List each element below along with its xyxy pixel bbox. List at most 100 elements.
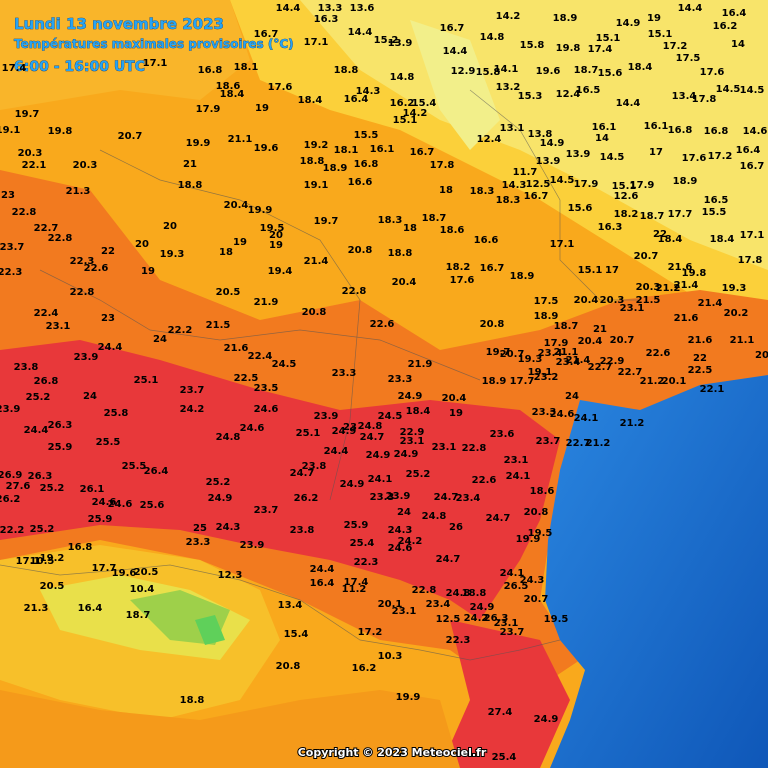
temperature-label: 10.4 — [130, 584, 155, 595]
temperature-label: 16.8 — [354, 159, 379, 170]
temperature-label: 17.4 — [344, 577, 369, 588]
temperature-label: 12.6 — [614, 191, 639, 202]
temperature-label: 16.7 — [480, 263, 505, 274]
temperature-label: 14.4 — [348, 27, 373, 38]
temperature-label: 23.1 — [46, 321, 71, 332]
temperature-label: 23.8 — [302, 461, 327, 472]
temperature-label: 16.3 — [598, 222, 623, 233]
temperature-label: 14.4 — [443, 46, 468, 57]
temperature-label: 22.6 — [472, 475, 497, 486]
temperature-label: 24.8 — [358, 421, 383, 432]
station-labels: 14.4 13.3 13.616.316.717.114.415.213.916.7… — [0, 3, 768, 763]
temperature-label: 14.1 — [494, 64, 519, 75]
temperature-label: 13.1 — [500, 123, 525, 134]
temperature-label: 20.1 — [378, 599, 403, 610]
temperature-label: 12.5 — [526, 179, 551, 190]
temperature-label: 12.9 — [451, 66, 476, 77]
temperature-label: 16.1 — [644, 121, 669, 132]
temperature-label: 24.9 — [398, 391, 423, 402]
temperature-label: 24.2 — [398, 536, 423, 547]
temperature-label: 24.6 — [240, 423, 265, 434]
temperature-label: 14.5 — [716, 84, 741, 95]
temperature-label: 24.1 — [500, 568, 525, 579]
temperature-label: 22.6 — [646, 348, 671, 359]
temperature-label: 16.2 — [713, 21, 738, 32]
temperature-label: 24 — [153, 334, 167, 345]
temperature-label: 16.8 — [68, 542, 93, 553]
temperature-label: 23.9 — [240, 540, 265, 551]
temperature-label: 16.3 — [314, 14, 339, 25]
temperature-label: 26.8 — [34, 376, 59, 387]
temperature-label: 24.5 — [272, 359, 297, 370]
temperature-label: 19.8 — [556, 43, 581, 54]
temperature-label: 24.9 — [340, 479, 365, 490]
temperature-label: 20.3 — [18, 148, 43, 159]
temperature-label: 15.4 — [412, 98, 437, 109]
temperature-label: 22.5 — [688, 365, 713, 376]
temperature-label: 20.3 — [600, 295, 625, 306]
temperature-label: 17.5 — [534, 296, 559, 307]
temperature-label: 19.8 — [682, 268, 707, 279]
temperature-label: 22.3 — [354, 557, 379, 568]
temperature-label: 18.9 — [534, 311, 559, 322]
temperature-label: 14.9 — [616, 18, 641, 29]
temperature-label: 22.6 — [370, 319, 395, 330]
temperature-label: 22.4 — [34, 308, 59, 319]
temperature-label: 17 — [605, 265, 619, 276]
temperature-label: 10.3 — [378, 651, 403, 662]
temperature-label: 23.1 — [504, 455, 529, 466]
temperature-label: 15.1 — [578, 265, 603, 276]
temperature-label: 24.3 — [216, 522, 241, 533]
temperature-label: 26.1 — [80, 484, 105, 495]
temperature-label: 18.8 — [180, 695, 205, 706]
temperature-label: 24.1 — [506, 471, 531, 482]
temperature-label: 24.9 — [534, 714, 559, 725]
temperature-label: 13.9 — [388, 38, 413, 49]
temperature-label: 12.4 — [556, 89, 581, 100]
temperature-label: 23.3 — [388, 374, 413, 385]
temperature-label: 21.6 — [224, 343, 249, 354]
borders — [0, 89, 640, 661]
temperature-label: 22 — [693, 353, 707, 364]
temperature-label: 23.1 — [432, 442, 457, 453]
temperature-label: 26.2 — [294, 493, 319, 504]
temperature-label: 18.4 — [220, 89, 245, 100]
temperature-label: 23.1 — [494, 618, 519, 629]
temperature-label: 20.8 — [302, 307, 327, 318]
temperature-label: 20.4 — [574, 295, 599, 306]
temperature-label: 22.9 — [400, 427, 425, 438]
temperature-label: 16.5 — [576, 85, 601, 96]
temperature-label: 25.6 — [140, 500, 165, 511]
temperature-label: 13.9 — [566, 149, 591, 160]
map-subtitle: Températures maximales provisoires (°C) — [14, 37, 294, 51]
temperature-label: 19.6 — [536, 66, 561, 77]
temperature-label: 19 — [449, 408, 463, 419]
temperature-label: 18.4 — [628, 62, 653, 73]
temperature-label: 24 — [565, 391, 579, 402]
temperature-label: 25.2 — [406, 469, 431, 480]
temperature-label: 22.7 — [34, 223, 59, 234]
temperature-label: 24.4 — [324, 446, 349, 457]
temperature-label: 21 — [593, 324, 607, 335]
temperature-label: 25.1 — [296, 428, 321, 439]
temperature-label: 20.7 — [118, 131, 143, 142]
temperature-label: 24.6 — [388, 543, 413, 554]
temperature-label: 24.9 — [332, 426, 357, 437]
temperature-label: 18.4 — [658, 234, 683, 245]
temperature-label: 23.3 — [186, 537, 211, 548]
temperature-label: 11.7 — [513, 167, 538, 178]
temperature-label: 24.1 — [574, 413, 599, 424]
temperature-label: 16.7 — [440, 23, 465, 34]
temperature-label: 17 — [649, 147, 663, 158]
temperature-label: 16.6 — [474, 235, 499, 246]
temperature-label: 13.4 — [672, 91, 697, 102]
temperature-label: 18.4 — [406, 406, 431, 417]
temperature-label: 13.6 — [350, 3, 375, 14]
temperature-label: 20 — [135, 239, 149, 250]
temperature-label: 24.8 — [446, 588, 471, 599]
temperature-label: 23.7 — [536, 436, 561, 447]
temperature-label: 20.1 — [662, 376, 687, 387]
temperature-label: 18.2 — [614, 209, 639, 220]
temperature-label: 14.2 — [496, 11, 521, 22]
temperature-label: 21.6 — [674, 313, 699, 324]
